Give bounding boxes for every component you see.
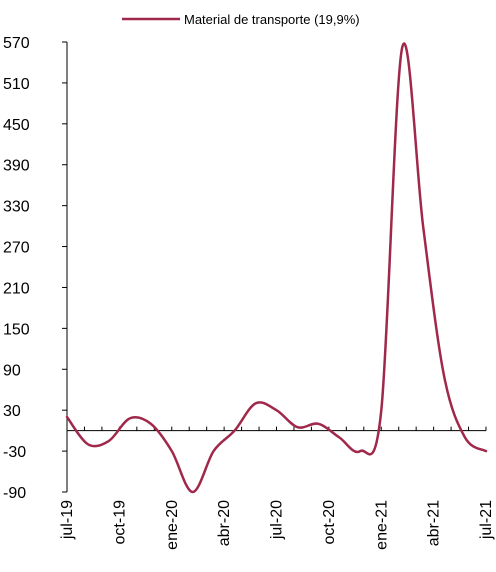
x-tick-label: abr-20 [216, 500, 233, 546]
y-tick-label: 510 [3, 76, 30, 93]
x-tick-label: abr-21 [426, 500, 443, 546]
y-tick-label: 570 [3, 35, 30, 52]
chart-legend: Material de transporte (19,9%) [122, 12, 360, 27]
x-tick-label: jul-20 [269, 500, 286, 540]
x-tick-label: ene-21 [373, 500, 390, 550]
y-tick-label: 270 [3, 240, 30, 257]
y-tick-label: 450 [3, 117, 30, 134]
y-tick-label: 390 [3, 158, 30, 175]
x-ticks: jul-19 oct-19 ene-20 abr-20 jul-20 oct-20 ene-… [59, 426, 495, 550]
x-tick-label: jul-19 [59, 500, 76, 540]
y-tick-label: 330 [3, 199, 30, 216]
x-tick-label: oct-20 [321, 500, 338, 545]
y-tick-label: 90 [3, 362, 21, 379]
x-tick-label: jul-21 [478, 500, 495, 540]
x-tick-label: ene-20 [164, 500, 181, 550]
y-tick-label: 210 [3, 280, 30, 297]
y-tick-label: 150 [3, 321, 30, 338]
y-ticks: -90 -30 30 90 150 210 270 330 390 450 510 570 [3, 35, 67, 502]
x-tick-label: oct-19 [111, 500, 128, 545]
legend-label: Material de transporte (19,9%) [184, 12, 360, 27]
series-line-material-de-transporte [65, 42, 488, 494]
y-tick-label: -30 [3, 444, 26, 461]
y-tick-label: 30 [3, 403, 21, 420]
y-tick-label: -90 [3, 485, 26, 502]
